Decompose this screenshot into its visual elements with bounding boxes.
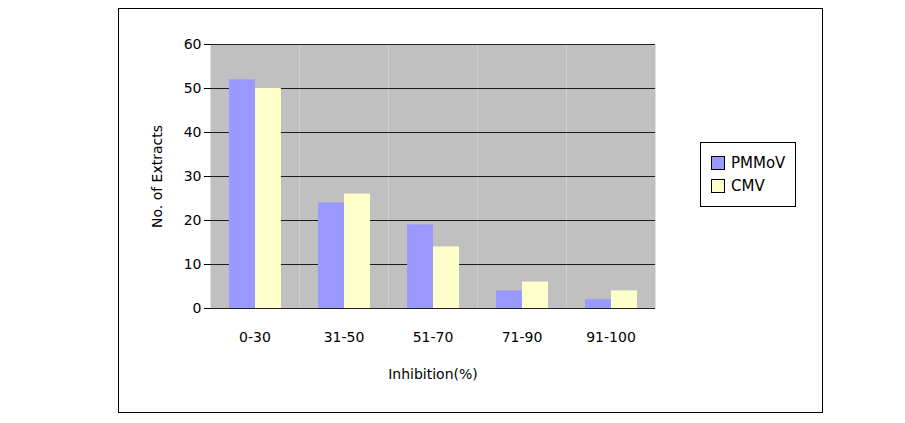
svg-text:60: 60	[184, 36, 202, 52]
svg-text:Inhibition(%): Inhibition(%)	[388, 366, 478, 382]
svg-text:No. of Extracts: No. of Extracts	[149, 125, 165, 228]
svg-text:51-70: 51-70	[413, 329, 454, 345]
svg-text:20: 20	[184, 212, 202, 228]
svg-text:50: 50	[184, 80, 202, 96]
svg-text:40: 40	[184, 124, 202, 140]
svg-text:10: 10	[184, 256, 202, 272]
svg-text:30: 30	[184, 168, 202, 184]
html-text:CMV: CMV	[731, 177, 765, 195]
svg-text:91-100: 91-100	[586, 329, 636, 345]
svg-text:31-50: 31-50	[324, 329, 365, 345]
svg-text:71-90: 71-90	[502, 329, 543, 345]
svg-text:0-30: 0-30	[239, 329, 271, 345]
svg-text:0: 0	[193, 300, 202, 316]
html-text:PMMoV: PMMoV	[731, 154, 786, 172]
